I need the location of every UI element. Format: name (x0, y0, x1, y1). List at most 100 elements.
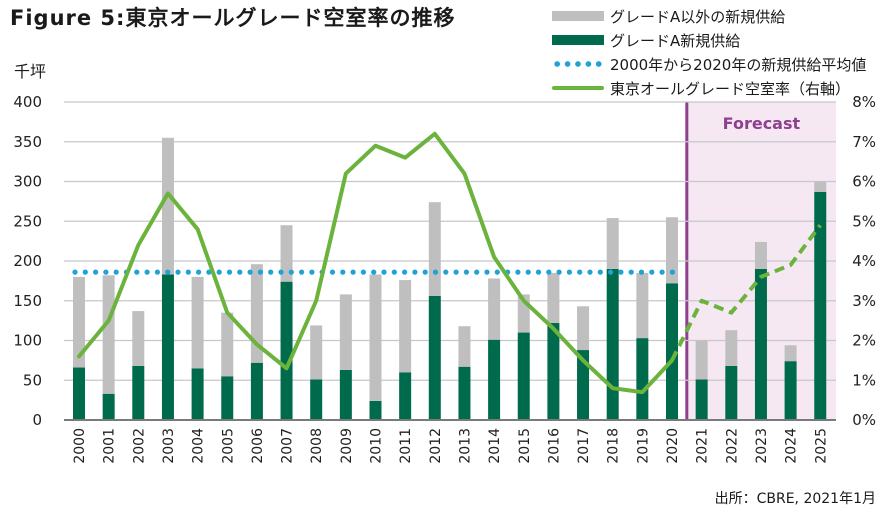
bar-non-grade-a (339, 294, 352, 370)
legend-item-non-grade-a: グレードA以外の新規供給 (552, 4, 866, 28)
x-tick-label: 2025 (813, 428, 829, 464)
average-dot (412, 269, 418, 275)
average-dot (618, 269, 624, 275)
bar-non-grade-a (369, 274, 382, 401)
bar-grade-a (636, 338, 649, 420)
bar-grade-a (132, 365, 145, 420)
x-tick-label: 2011 (398, 428, 414, 464)
average-dot (175, 269, 181, 275)
bar-non-grade-a (73, 276, 85, 368)
average-dot (381, 269, 387, 275)
average-dot (628, 269, 634, 275)
average-dot (608, 269, 614, 275)
bar-grade-a (191, 368, 204, 420)
bar-grade-a (666, 283, 678, 420)
bar-grade-a (695, 379, 708, 420)
bar-non-grade-a (606, 218, 619, 269)
average-dot (371, 269, 377, 275)
y2-tick-label: 5% (852, 212, 876, 230)
average-dot (587, 269, 593, 275)
average-dot (206, 269, 212, 275)
y2-tick-label: 0% (852, 411, 876, 429)
bar-grade-a (280, 281, 293, 420)
y-tick-label: 250 (13, 212, 42, 230)
x-tick-label: 2001 (102, 428, 118, 464)
x-tick-label: 2017 (576, 428, 592, 464)
average-dot (556, 269, 562, 275)
bar-grade-a (250, 362, 263, 420)
y2-tick-label: 3% (852, 292, 876, 310)
average-dot (72, 269, 78, 275)
average-dot (257, 269, 263, 275)
legend-item-grade-a: グレードA新規供給 (552, 28, 866, 52)
average-dot (597, 269, 603, 275)
bar-non-grade-a (695, 340, 708, 380)
average-dot (484, 269, 490, 275)
average-dot (474, 269, 480, 275)
average-dot (196, 269, 202, 275)
bar-non-grade-a (310, 325, 323, 380)
average-dot (288, 269, 294, 275)
bar-grade-a (369, 400, 382, 420)
average-dot (237, 269, 243, 275)
average-dot (649, 269, 655, 275)
average-dot (216, 269, 222, 275)
average-dot (309, 269, 315, 275)
y-tick-label: 100 (13, 332, 42, 350)
bar-non-grade-a (102, 275, 115, 394)
average-dot (93, 269, 99, 275)
y2-tick-label: 7% (852, 133, 876, 151)
average-dot (525, 269, 531, 275)
x-tick-label: 2016 (546, 428, 562, 464)
legend: グレードA以外の新規供給 グレードA新規供給 2000年から2020年の新規供給… (552, 4, 866, 100)
average-dot (422, 269, 428, 275)
bar-non-grade-a (191, 276, 204, 369)
bar-grade-a (458, 366, 471, 420)
bar-non-grade-a (428, 202, 441, 296)
y2-tick-label: 8% (852, 93, 876, 111)
y2-tick-label: 2% (852, 332, 876, 350)
bar-non-grade-a (132, 311, 145, 366)
y2-tick-label: 6% (852, 173, 876, 191)
average-dot (278, 269, 284, 275)
gray-bar-swatch-icon (552, 11, 604, 21)
average-dot (185, 269, 191, 275)
x-tick-label: 2015 (517, 428, 533, 464)
average-dot (453, 269, 459, 275)
x-tick-label: 2006 (250, 428, 266, 464)
average-dot (402, 269, 408, 275)
average-dot (154, 269, 160, 275)
bar-grade-a (754, 268, 767, 420)
green-bar-swatch-icon (552, 35, 604, 45)
x-tick-label: 2000 (72, 428, 88, 464)
average-dot (134, 269, 140, 275)
bar-non-grade-a (458, 326, 471, 367)
average-dot (268, 269, 274, 275)
source-note: 出所：CBRE, 2021年1月 (714, 491, 876, 507)
bar-grade-a (161, 274, 174, 420)
bar-grade-a (606, 268, 619, 420)
x-tick-label: 2004 (191, 428, 207, 464)
average-dot (103, 269, 109, 275)
average-dot (113, 269, 119, 275)
average-dot (443, 269, 449, 275)
average-dot (247, 269, 253, 275)
bar-grade-a (577, 350, 590, 420)
bar-non-grade-a (399, 280, 412, 373)
average-dot (566, 269, 573, 275)
bar-grade-a (517, 332, 530, 420)
legend-item-vacancy: 東京オールグレード空室率（右軸） (552, 76, 866, 100)
y-tick-label: 350 (13, 133, 42, 151)
forecast-label: Forecast (723, 114, 801, 133)
x-tick-label: 2024 (784, 428, 800, 464)
average-dot (659, 269, 665, 275)
bar-grade-a (428, 295, 441, 420)
bar-grade-a (73, 367, 85, 420)
x-tick-label: 2010 (369, 428, 385, 464)
x-tick-label: 2020 (665, 428, 681, 464)
vacancy-line-forecast (670, 224, 822, 362)
average-dot (350, 269, 356, 275)
average-dot (82, 269, 88, 275)
bar-non-grade-a (577, 306, 590, 351)
average-dot (165, 269, 171, 275)
